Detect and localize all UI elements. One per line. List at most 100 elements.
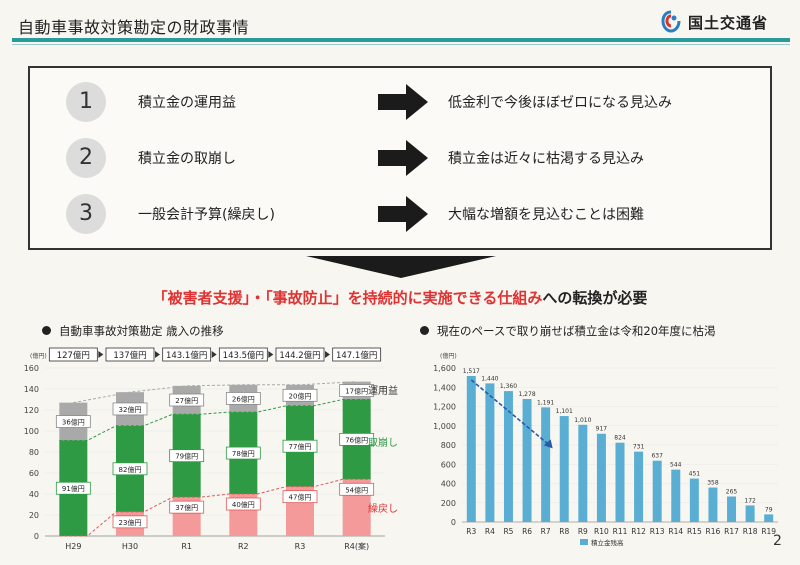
bar	[708, 487, 718, 522]
total-label-box	[48, 347, 98, 362]
y-tick-label: 200	[441, 499, 456, 508]
x-tick-label: R15	[687, 527, 702, 536]
headline-rest: への転換が必要	[542, 289, 648, 307]
segment-label-box	[225, 497, 261, 511]
value-label: 824	[614, 435, 626, 442]
bar	[466, 375, 476, 522]
x-tick-label: R2	[238, 542, 249, 551]
series-label-torikuzushi: 取崩し	[368, 436, 398, 449]
value-label: 1,360	[500, 383, 517, 390]
revenue-stacked-bar-chart: (億円) 0 20 40 60 80 100 120 140 160 91億円 36億円 127億円 H2…	[24, 347, 398, 551]
total-label-box	[105, 347, 155, 362]
mlit-logo-icon	[661, 10, 681, 33]
y-tick-label: 140	[24, 385, 39, 394]
right-chart-title: 現在のペースで取り崩せば積立金は令和20年度に枯渇	[420, 323, 716, 339]
bar	[578, 424, 588, 522]
total-label: 127億円	[57, 350, 90, 361]
bar	[671, 469, 681, 522]
y-tick-label: 1,200	[433, 403, 456, 412]
value-label: 451	[689, 471, 701, 478]
row-number: 3	[66, 194, 106, 234]
bullet-icon	[420, 326, 429, 335]
x-tick-label: R4(案)	[344, 541, 369, 551]
value-label: 637	[651, 453, 663, 460]
legend-swatch	[580, 539, 588, 545]
y-tick-label: 600	[441, 460, 456, 469]
trend-arrow-line	[470, 379, 551, 446]
bar	[541, 407, 551, 522]
bar	[764, 514, 774, 522]
summary-row: 1 積立金の運用益 低金利で今後ほぼゼロになる見込み	[30, 78, 770, 126]
right-arrow-icon	[378, 196, 428, 232]
bar	[615, 442, 625, 522]
y-tick-label: 40	[29, 490, 39, 499]
segment-label-box	[112, 462, 148, 476]
x-tick-label: H29	[65, 542, 81, 551]
bar	[689, 478, 699, 522]
segment-label-box	[339, 482, 375, 496]
row-label: 一般会計予算(繰戻し)	[138, 207, 275, 223]
x-tick-label: R11	[613, 527, 628, 536]
arrow-icon	[155, 351, 160, 358]
x-tick-label: R13	[650, 527, 665, 536]
segment-label: 40億円	[232, 500, 255, 509]
title-underline-thin	[12, 44, 790, 45]
total-label: 143.1億円	[166, 350, 207, 361]
segment-label-box	[225, 446, 261, 460]
x-tick-label: R9	[578, 527, 588, 536]
bullet-icon	[42, 326, 51, 335]
y-tick-label: 160	[24, 364, 39, 373]
segment-label: 23億円	[119, 518, 142, 527]
value-label: 1,191	[537, 399, 554, 406]
total-label: 144.2億円	[279, 350, 320, 361]
right-arrow-icon	[378, 84, 428, 120]
title-underline	[12, 38, 790, 42]
x-tick-label: R16	[706, 527, 721, 536]
x-tick-label: R3	[466, 527, 476, 536]
x-tick-label: R3	[295, 542, 306, 551]
total-label: 137億円	[113, 350, 146, 361]
y-tick-label: 20	[29, 511, 39, 520]
headline-emphasis: 「被害者支援」・「事故防止」を持続的に実施できる仕組み	[152, 289, 543, 307]
segment-label-box	[169, 393, 205, 407]
y-tick-label: 800	[441, 441, 456, 450]
value-label: 1,010	[574, 417, 591, 424]
value-label: 172	[744, 497, 756, 504]
row-number: 1	[66, 82, 106, 122]
x-tick-label: R12	[631, 527, 646, 536]
bar	[745, 505, 755, 522]
segment-label-box	[282, 490, 318, 504]
y-tick-label: 1,000	[433, 422, 456, 431]
page-title: 自動車事故対策勘定の財政事情	[18, 18, 250, 37]
segment-label: 27億円	[175, 396, 198, 405]
value-label: 358	[707, 480, 719, 487]
segment-label-box	[169, 500, 205, 514]
value-label: 1,440	[481, 375, 498, 382]
down-arrow-icon	[306, 256, 496, 278]
reserve-balance-bar-chart: (億円) 0 200 400 600 800 1,000 1,200 1,400 1,600 1,5…	[433, 352, 778, 547]
segment-label-box	[55, 415, 91, 428]
total-label-box	[162, 347, 212, 362]
summary-box: 1 積立金の運用益 低金利で今後ほぼゼロになる見込み 2 積立金の取崩し 積立金…	[28, 66, 772, 250]
headline: 「被害者支援」・「事故防止」を持続的に実施できる仕組みへの転換が必要	[0, 287, 800, 308]
left-chart-title-text: 自動車事故対策勘定 歳入の推移	[59, 324, 224, 338]
summary-row: 2 積立金の取崩し 積立金は近々に枯渇する見込み	[30, 134, 770, 182]
x-tick-label: R10	[594, 527, 609, 536]
y-tick-label: 60	[29, 469, 39, 478]
row-result: 低金利で今後ほぼゼロになる見込み	[448, 95, 672, 111]
segment-label: 37億円	[175, 503, 198, 512]
segment-label: 54億円	[345, 485, 368, 494]
x-tick-label: H30	[122, 542, 138, 551]
legend-label: 積立金残高	[591, 538, 624, 547]
x-tick-label: R1	[181, 542, 192, 551]
y-tick-label: 100	[24, 427, 39, 436]
trend-line	[73, 381, 357, 404]
value-label: 265	[726, 488, 738, 495]
bar	[522, 398, 532, 522]
y-tick-label: 1,400	[433, 383, 456, 392]
right-arrow-icon	[378, 140, 428, 176]
bar	[634, 451, 644, 522]
value-label: 544	[670, 462, 682, 469]
row-label: 積立金の運用益	[138, 95, 236, 111]
